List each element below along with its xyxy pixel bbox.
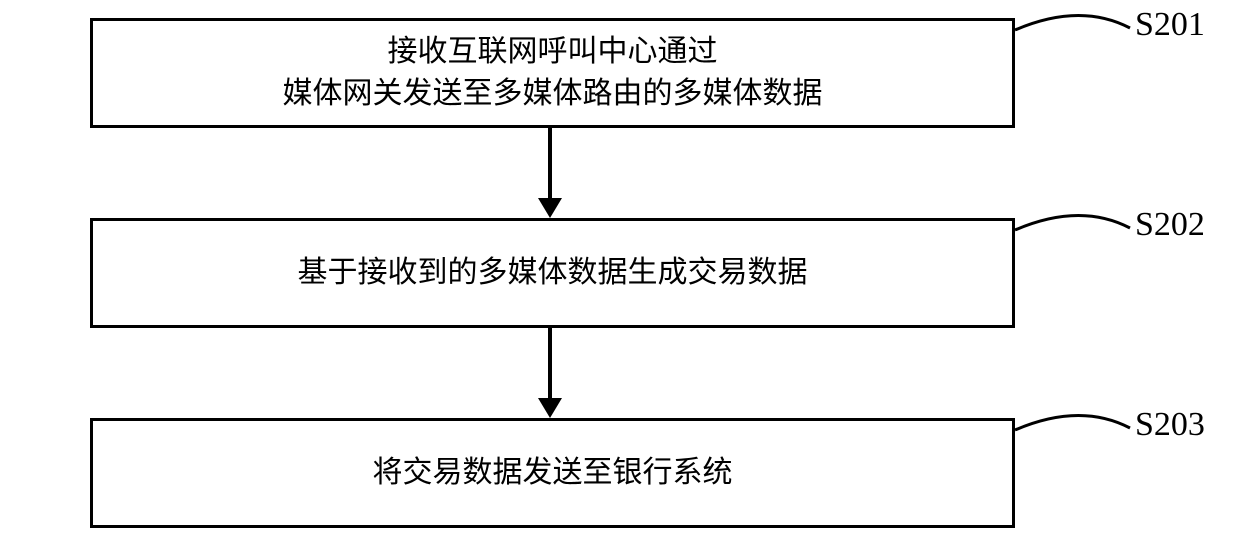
connector-curve [0,0,1240,558]
flowchart-canvas: 接收互联网呼叫中心通过媒体网关发送至多媒体路由的多媒体数据基于接收到的多媒体数据… [0,0,1240,558]
